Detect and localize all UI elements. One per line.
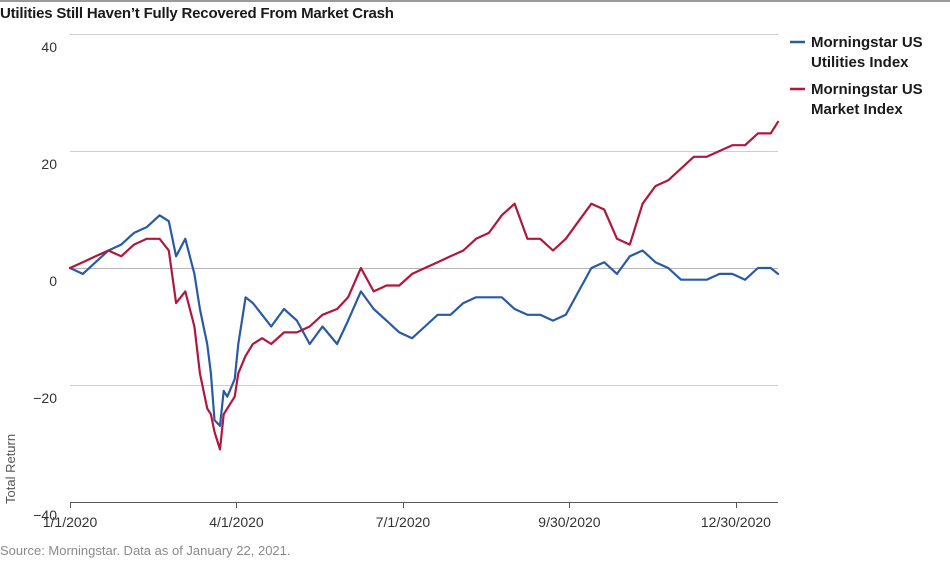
- y-tick-label: 20: [41, 156, 57, 172]
- x-tick-label: 4/1/2020: [209, 514, 264, 530]
- top-rule: [0, 0, 950, 2]
- market-series-line: [68, 120, 780, 451]
- x-tick-label: 1/1/2020: [43, 514, 98, 530]
- y-tick-label: 40: [41, 39, 57, 55]
- x-tick-label: 12/30/2020: [701, 514, 771, 530]
- y-tick-label: −40: [33, 507, 57, 523]
- y-axis-label: Total Return: [3, 434, 18, 504]
- legend-label-utilities: Utilities Index: [811, 54, 909, 71]
- y-tick-label: −20: [33, 390, 57, 406]
- legend-label-utilities: Morningstar US: [811, 34, 923, 51]
- x-tick-label: 9/30/2020: [538, 514, 600, 530]
- y-tick-label: 0: [49, 273, 57, 289]
- x-tick-label: 7/1/2020: [376, 514, 431, 530]
- chart-plot: 40 20 0 −20 −401/1/2020 4/1/2020 7/1/2020 9/30/…: [3, 34, 923, 530]
- legend-label-market: Market Index: [811, 101, 903, 118]
- chart-title: Utilities Still Haven’t Fully Recovered …: [0, 5, 394, 22]
- source-note: Source: Morningstar. Data as of January …: [0, 543, 291, 558]
- utilities-series-line: [68, 214, 780, 427]
- legend-label-market: Morningstar US: [811, 81, 923, 98]
